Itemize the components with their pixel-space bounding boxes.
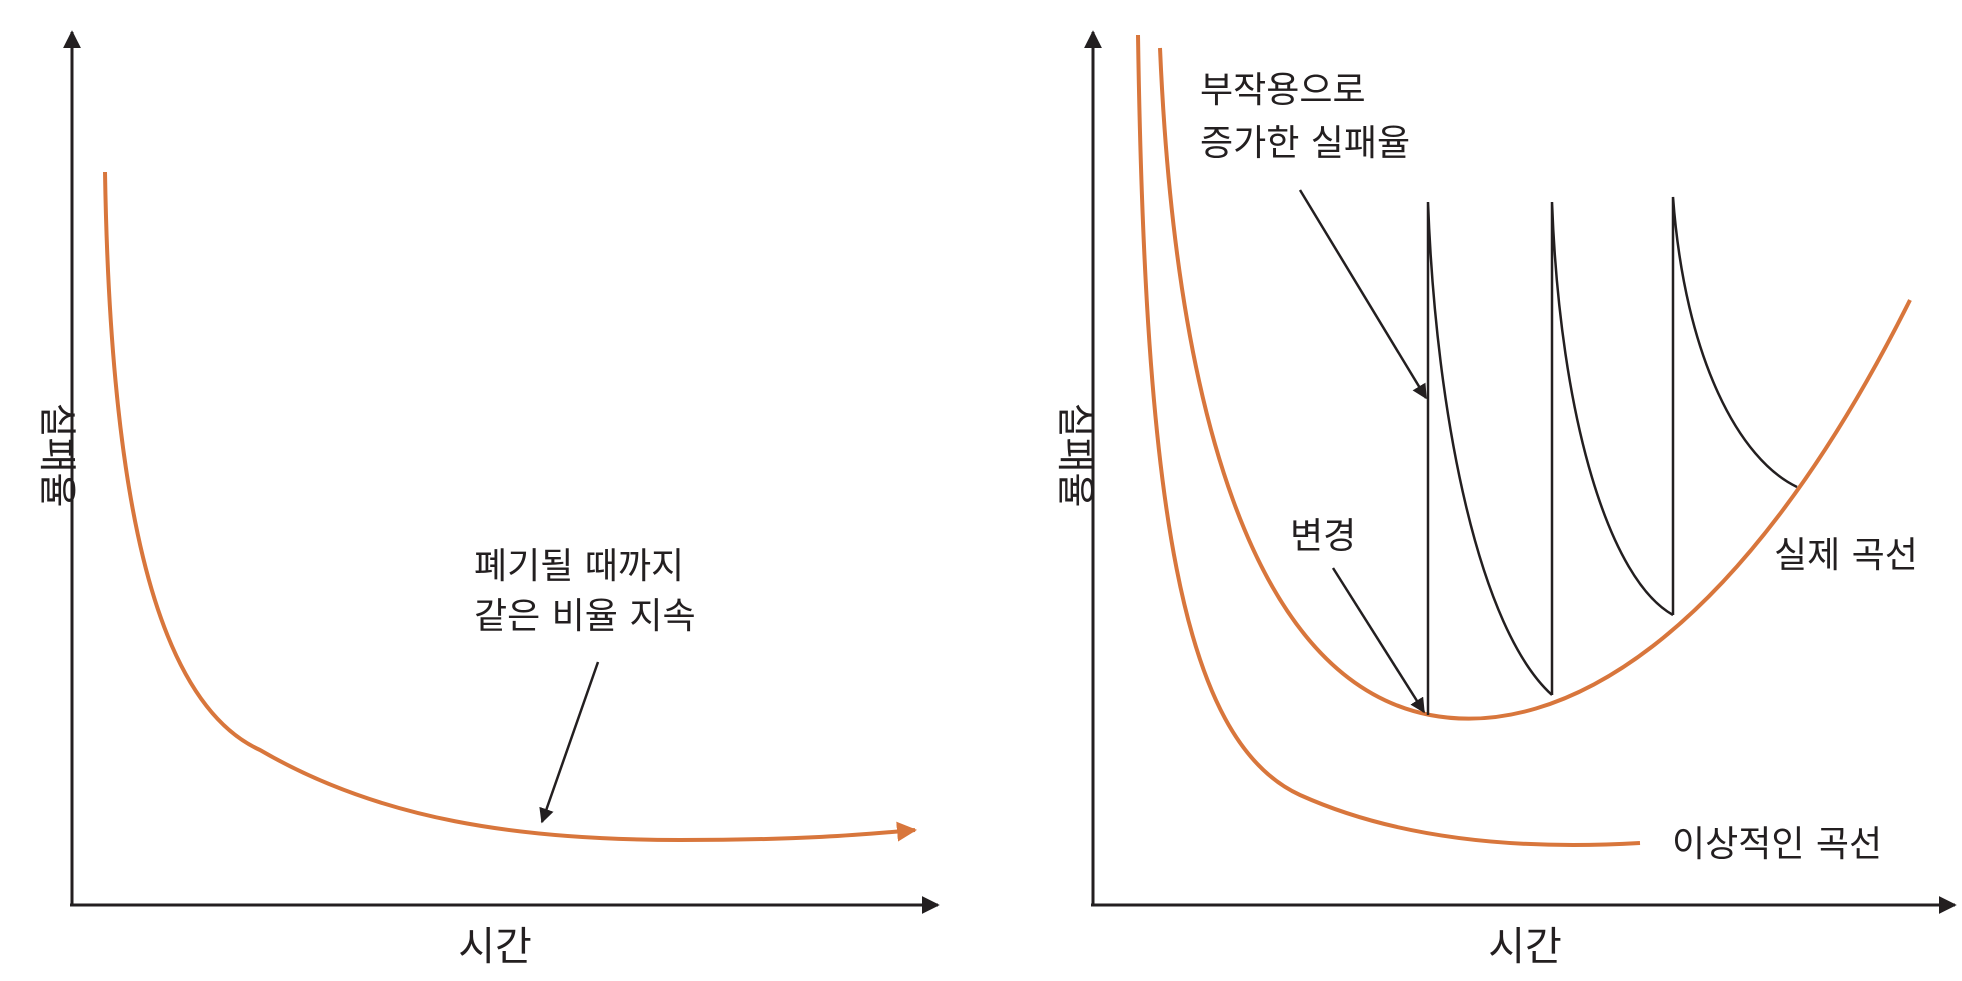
right-x-axis-label: 시간 — [1488, 924, 1562, 970]
side-effect-spike-1 — [1426, 201, 1553, 715]
left-y-axis-label: 실패율 — [35, 403, 79, 508]
left-annotation-line1: 폐기될 때까지 — [474, 546, 684, 587]
side-effect-spike-3 — [1671, 196, 1798, 615]
side-effect-spike-2 — [1550, 201, 1674, 695]
left-annotation-line2: 같은 비율 지속 — [474, 596, 696, 637]
change-arrow — [1331, 567, 1426, 714]
right-y-axis-label: 실패율 — [1053, 403, 1097, 508]
right-panel: 부작용으로 증가한 실패율 변경 실제 곡선 이상적인 곡선 시간 실패율 — [1053, 30, 1957, 970]
left-panel: 폐기될 때까지 같은 비율 지속 시간 실패율 — [35, 30, 940, 970]
actual-curve-label: 실제 곡선 — [1774, 535, 1918, 576]
change-label: 변경 — [1290, 516, 1356, 557]
ideal-curve-label: 이상적인 곡선 — [1672, 824, 1882, 865]
left-x-axis-label: 시간 — [458, 924, 532, 970]
left-failure-curve — [103, 171, 917, 843]
side-effect-label-line2: 증가한 실패율 — [1200, 123, 1410, 164]
left-annotation-arrow — [539, 661, 600, 824]
side-effect-arrow — [1298, 189, 1428, 400]
side-effect-label-line1: 부작용으로 — [1200, 70, 1366, 111]
ideal-curve — [1136, 34, 1641, 847]
actual-curve — [1158, 47, 1912, 721]
